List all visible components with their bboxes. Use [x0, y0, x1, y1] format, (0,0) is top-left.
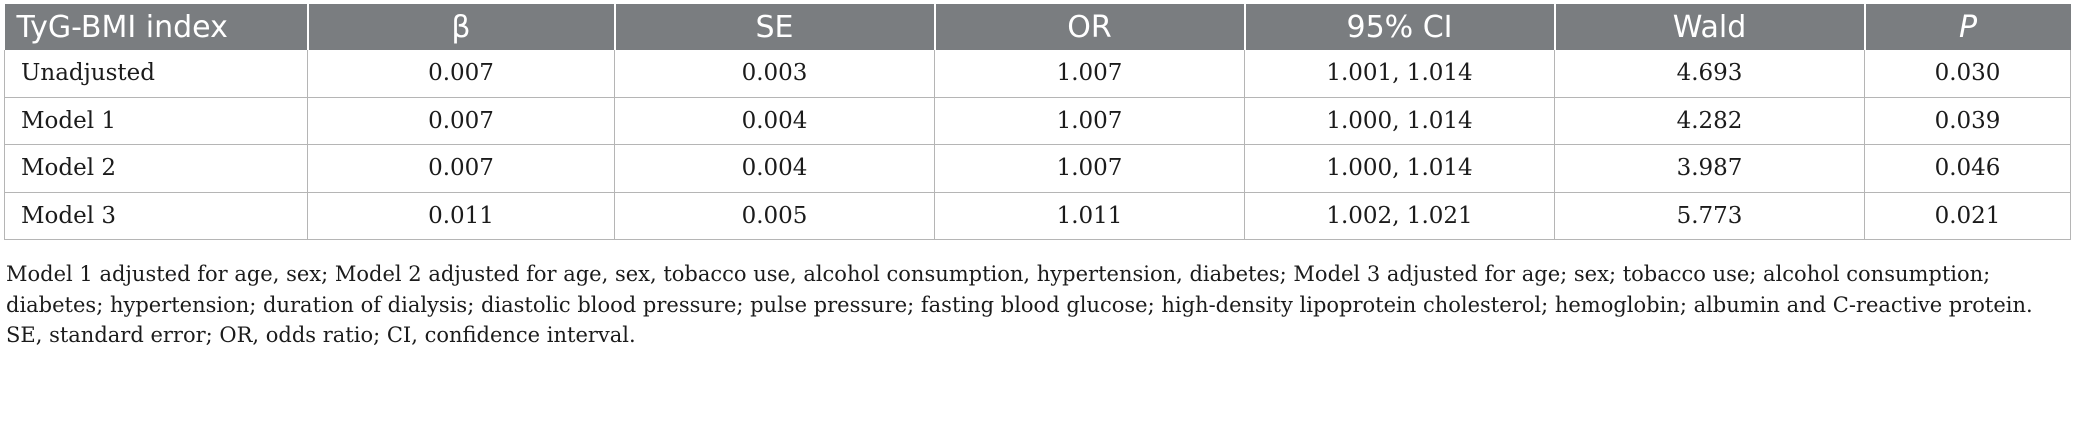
cell-beta: 0.007	[307, 50, 615, 98]
footnote-line-3: SE, standard error; OR, odds ratio; CI, …	[6, 323, 636, 347]
cell-wald: 4.282	[1554, 97, 1865, 145]
table-row: Model 1 0.007 0.004 1.007 1.000, 1.014 4…	[4, 97, 2071, 145]
header-or: OR	[933, 4, 1245, 50]
cell-or: 1.007	[934, 144, 1245, 193]
header-wald: Wald	[1553, 4, 1865, 50]
row-label: Model 3	[4, 192, 308, 240]
cell-or: 1.007	[934, 97, 1245, 145]
header-tyg-bmi-index: TyG-BMI index	[4, 4, 308, 50]
cell-se: 0.005	[614, 192, 935, 240]
footnote-line-2: diabetes; hypertension; duration of dial…	[6, 292, 2033, 317]
header-p: P	[1863, 4, 2071, 50]
cell-beta: 0.011	[307, 192, 615, 240]
cell-beta: 0.007	[307, 97, 615, 145]
footnote-line-1: Model 1 adjusted for age, sex; Model 2 a…	[6, 262, 1991, 286]
table-row: Model 3 0.011 0.005 1.011 1.002, 1.021 5…	[4, 192, 2071, 240]
header-row: TyG-BMI index β SE OR 95% CI Wald P	[4, 4, 2071, 50]
cell-ci: 1.002, 1.021	[1244, 192, 1555, 240]
cell-se: 0.004	[614, 144, 935, 193]
header-se: SE	[613, 4, 935, 50]
table-footnote: Model 1 adjusted for age, sex; Model 2 a…	[6, 259, 2066, 351]
cell-wald: 4.693	[1554, 50, 1865, 98]
cell-p: 0.039	[1864, 97, 2071, 145]
cell-wald: 5.773	[1554, 192, 1865, 240]
cell-ci: 1.001, 1.014	[1244, 50, 1555, 98]
cell-ci: 1.000, 1.014	[1244, 144, 1555, 193]
cell-p: 0.030	[1864, 50, 2071, 98]
cell-p: 0.046	[1864, 144, 2071, 193]
table-row: Model 2 0.007 0.004 1.007 1.000, 1.014 3…	[4, 144, 2071, 193]
row-label: Model 2	[4, 144, 308, 193]
cell-or: 1.007	[934, 50, 1245, 98]
header-95-ci: 95% CI	[1243, 4, 1555, 50]
cell-se: 0.003	[614, 50, 935, 98]
cell-wald: 3.987	[1554, 144, 1865, 193]
cell-or: 1.011	[934, 192, 1245, 240]
cell-se: 0.004	[614, 97, 935, 145]
cell-ci: 1.000, 1.014	[1244, 97, 1555, 145]
table-row: Unadjusted 0.007 0.003 1.007 1.001, 1.01…	[4, 50, 2071, 98]
row-label: Unadjusted	[4, 50, 308, 98]
cell-p: 0.021	[1864, 192, 2071, 240]
row-label: Model 1	[4, 97, 308, 145]
cell-beta: 0.007	[307, 144, 615, 193]
header-beta: β	[306, 4, 615, 50]
regression-table: TyG-BMI index β SE OR 95% CI Wald P Unad…	[4, 4, 2071, 240]
